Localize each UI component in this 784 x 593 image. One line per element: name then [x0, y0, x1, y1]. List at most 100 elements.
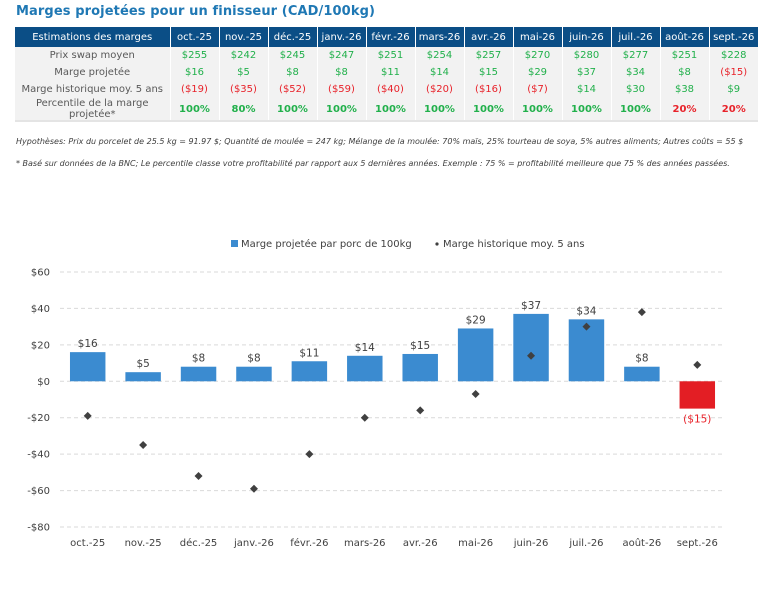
x-tick-label: oct.-25 — [70, 538, 105, 549]
footnote: * Basé sur données de la BNC; Le percent… — [16, 159, 730, 168]
table-cell: $247 — [317, 47, 367, 64]
table-row: Marge historique moy. 5 ans ($19) ($35) ($5… — [15, 81, 758, 98]
table-cell: $242 — [219, 47, 269, 64]
diamond-marker — [194, 472, 203, 480]
x-tick-label: déc.-25 — [180, 537, 218, 549]
y-tick-label: -$40 — [27, 450, 50, 461]
row-label: Marge projetée — [15, 64, 171, 81]
diamond-marker — [527, 351, 536, 360]
bar-data-label: $29 — [466, 314, 486, 326]
bar — [291, 361, 328, 382]
table-cell: 100% — [170, 98, 220, 122]
table-cell: $257 — [464, 47, 514, 64]
bar-data-label: $15 — [410, 340, 430, 352]
bar — [457, 328, 494, 382]
bar — [69, 352, 106, 382]
table-header-month: févr.-26 — [366, 27, 416, 47]
table-cell: $277 — [611, 47, 661, 64]
table-header-month: mai-26 — [513, 27, 563, 47]
diamond-marker — [249, 484, 258, 493]
table-cell: 100% — [268, 98, 318, 122]
table-cell: ($52) — [268, 81, 318, 98]
bar — [347, 355, 383, 382]
table-cell: 100% — [464, 98, 514, 122]
x-tick-label: avr.-26 — [403, 538, 438, 549]
table-cell: 100% — [562, 98, 612, 122]
bar-data-label: $14 — [355, 342, 375, 354]
legend-label-bars: Marge projetée par porc de 100kg — [241, 238, 412, 250]
table-header-month: nov.-25 — [219, 27, 269, 47]
diamond-marker — [416, 406, 425, 415]
table-row: Marge projetée $16 $5 $8 $8 $11 $14 $15 $29 $37 $3… — [15, 64, 758, 81]
margins-table: Estimations des marges oct.-25 nov.-25 déc… — [15, 27, 758, 122]
table-cell: $8 — [660, 64, 710, 81]
bar-data-label: $8 — [635, 353, 648, 365]
table-header-month: mars-26 — [415, 27, 465, 47]
table-header-month: janv.-26 — [317, 27, 367, 47]
bar — [624, 366, 660, 382]
table-cell: $9 — [709, 81, 758, 98]
table-header-month: déc.-25 — [268, 27, 318, 47]
table-cell: $5 — [219, 64, 269, 81]
diamond-marker — [582, 322, 591, 331]
table-cell: $15 — [464, 64, 514, 81]
table-header-month: avr.-26 — [464, 27, 514, 47]
table-cell: $29 — [513, 64, 563, 81]
table-cell: $270 — [513, 47, 563, 64]
table-cell: $14 — [562, 81, 612, 98]
table-cell: $251 — [660, 47, 710, 64]
table-cell: ($19) — [170, 81, 220, 98]
table-row: Percentile de la marge projetée* 100% 80% 1… — [15, 98, 758, 122]
table-cell: $30 — [611, 81, 661, 98]
x-tick-label: févr.-26 — [290, 537, 328, 549]
table-cell: $14 — [415, 64, 465, 81]
y-tick-label: $60 — [31, 268, 50, 279]
table-cell: 100% — [415, 98, 465, 122]
table-header-row: Estimations des marges oct.-25 nov.-25 déc… — [15, 27, 758, 47]
table-cell: 20% — [709, 98, 758, 122]
y-tick-label: $20 — [31, 340, 50, 351]
x-tick-label: juin-26 — [513, 538, 549, 549]
x-tick-label: août-26 — [622, 537, 661, 549]
bar — [180, 366, 217, 382]
table-cell: 100% — [611, 98, 661, 122]
table-cell: ($16) — [464, 81, 514, 98]
table-cell: $8 — [268, 64, 318, 81]
table-header-month: août-26 — [660, 27, 710, 47]
bar — [236, 366, 272, 382]
x-tick-label: janv.-26 — [233, 538, 274, 549]
table-cell: ($59) — [317, 81, 367, 98]
table-cell: $228 — [709, 47, 758, 64]
x-tick-label: mars-26 — [344, 538, 386, 549]
y-tick-label: -$80 — [27, 523, 50, 534]
table-header-month: sept.-26 — [709, 27, 758, 47]
legend-marker-swatch — [435, 242, 439, 246]
bar-data-label: $11 — [299, 347, 319, 359]
y-tick-label: -$20 — [27, 413, 50, 424]
bar-data-label: $8 — [247, 353, 260, 365]
table-cell: $254 — [415, 47, 465, 64]
row-label: Prix swap moyen — [15, 47, 171, 64]
table-cell: ($35) — [219, 81, 269, 98]
table-cell: $8 — [317, 64, 367, 81]
y-tick-label: $0 — [37, 377, 50, 388]
table-header-label: Estimations des marges — [15, 27, 171, 47]
bar-data-label: $5 — [136, 358, 149, 370]
bar-data-label: ($15) — [683, 414, 711, 426]
diamond-marker — [471, 390, 480, 399]
table-header-month: juin-26 — [562, 27, 612, 47]
hypotheses-note: Hypothèses: Prix du porcelet de 25.5 kg … — [16, 137, 744, 146]
page-title: Marges projetées pour un finisseur (CAD/… — [16, 4, 376, 19]
table-row: Prix swap moyen $255 $242 $245 $247 $251 $254 $… — [15, 47, 758, 64]
table-cell: ($40) — [366, 81, 416, 98]
table-cell: $16 — [170, 64, 220, 81]
table-cell: ($15) — [709, 64, 758, 81]
diamond-marker — [360, 413, 369, 422]
x-tick-label: mai-26 — [458, 538, 493, 549]
table-cell: $280 — [562, 47, 612, 64]
row-label: Marge historique moy. 5 ans — [15, 81, 171, 98]
bar — [402, 353, 438, 382]
x-tick-label: sept.-26 — [677, 538, 718, 549]
bar — [125, 372, 161, 382]
bar-data-label: $37 — [521, 300, 541, 312]
